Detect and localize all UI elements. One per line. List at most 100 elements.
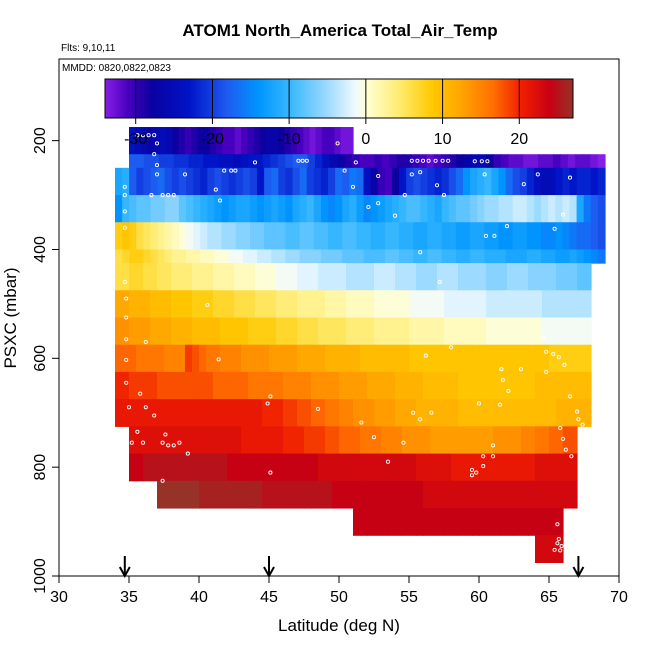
heatmap-cell	[206, 426, 214, 455]
observation-point	[574, 409, 580, 414]
heatmap-cell	[262, 399, 270, 427]
heatmap-cell	[325, 399, 333, 427]
heatmap-cell	[313, 222, 322, 251]
heatmap-cell	[213, 371, 221, 400]
observation-point	[166, 193, 171, 198]
heatmap-cell	[283, 453, 291, 482]
heatmap-cell	[157, 195, 166, 223]
heatmap-cell	[346, 480, 354, 509]
heatmap-cell	[241, 371, 249, 400]
heatmap-cell	[434, 222, 443, 251]
heatmap-cell	[448, 195, 457, 223]
heatmap-cell	[597, 167, 606, 196]
heatmap-cell	[465, 263, 473, 291]
observation-point	[556, 355, 561, 360]
heatmap-cell	[283, 399, 291, 427]
heatmap-cell	[164, 371, 172, 400]
heatmap-cell	[150, 344, 158, 373]
heatmap-cell	[285, 154, 294, 169]
heatmap-cell	[577, 290, 585, 319]
heatmap-cell	[493, 480, 501, 509]
heatmap-cell	[363, 195, 372, 223]
observation-point	[152, 133, 157, 138]
heatmap-cell	[122, 222, 130, 251]
heatmap-cell	[192, 480, 200, 509]
heatmap-cell	[567, 154, 576, 169]
heatmap-cell	[381, 480, 389, 509]
observation-point	[154, 141, 160, 146]
heatmap-cell	[395, 290, 403, 319]
heatmap-cell	[406, 195, 414, 223]
flights-label: Flts: 9,10,11	[61, 43, 116, 54]
heatmap-cell	[234, 263, 242, 291]
heatmap-cell	[590, 167, 599, 196]
heatmap-cell	[322, 154, 331, 169]
heatmap-cell	[391, 167, 400, 196]
heatmap-cell	[430, 290, 438, 319]
heatmap-cell	[220, 344, 228, 373]
observation-point	[552, 226, 557, 231]
heatmap-cell	[255, 154, 264, 169]
heatmap-cell	[416, 453, 424, 482]
heatmap-cell	[500, 317, 508, 346]
heatmap-cell	[214, 249, 223, 264]
heatmap-cell	[367, 399, 375, 427]
heatmap-cell	[430, 426, 438, 455]
heatmap-cell	[367, 263, 375, 291]
heatmap-cell	[228, 167, 237, 196]
heatmap-cell	[514, 426, 522, 455]
heatmap-cell	[122, 263, 130, 291]
heatmap-cell	[402, 371, 410, 400]
heatmap-cell	[129, 222, 137, 251]
heatmap-cell	[193, 249, 201, 264]
observation-point	[124, 315, 129, 320]
heatmap-cell	[186, 195, 194, 223]
heatmap-cell	[542, 426, 550, 455]
heatmap-cell	[384, 222, 393, 251]
heatmap-cell	[500, 290, 508, 319]
heatmap-cell	[346, 399, 354, 427]
heatmap-cell	[507, 290, 515, 319]
heatmap-cell	[269, 317, 277, 346]
heatmap-cell	[150, 290, 158, 319]
heatmap-cell	[434, 167, 443, 196]
heatmap-cell	[185, 426, 193, 455]
heatmap-cell	[325, 344, 333, 373]
heatmap-cell	[320, 222, 329, 251]
heatmap-cell	[328, 127, 335, 155]
heatmap-cell	[374, 399, 382, 427]
heatmap-cell	[374, 290, 382, 319]
heatmap-cell	[115, 263, 123, 291]
heatmap-cell	[484, 167, 492, 196]
heatmap-cell	[320, 249, 329, 264]
heatmap-cell	[178, 453, 186, 482]
heatmap-cell	[500, 154, 509, 169]
heatmap-cell	[420, 195, 429, 223]
observation-point	[143, 405, 148, 410]
heatmap-cell	[200, 249, 208, 264]
heatmap-cell	[563, 290, 571, 319]
heatmap-cell	[500, 426, 508, 455]
dates-label: MMDD: 0820,0822,0823	[62, 63, 171, 74]
heatmap-cell	[409, 399, 417, 427]
observation-point	[497, 402, 503, 407]
heatmap-cell	[269, 263, 277, 291]
observation-point	[569, 454, 574, 459]
heatmap-cell	[311, 399, 319, 427]
heatmap-cell	[304, 263, 312, 291]
heatmap-cell	[306, 249, 315, 264]
heatmap-cell	[136, 290, 144, 319]
heatmap-cell	[451, 344, 459, 373]
heatmap-cell	[278, 167, 287, 196]
observation-point	[152, 152, 157, 157]
heatmap-cell	[164, 195, 173, 223]
heatmap-cell	[570, 344, 578, 373]
observation-point	[544, 369, 549, 374]
heatmap-cell	[541, 222, 549, 251]
heatmap-cell	[304, 317, 312, 346]
heatmap-cell	[458, 263, 466, 291]
heatmap-cell	[507, 507, 515, 536]
heatmap-cell	[297, 263, 305, 291]
heatmap-cell	[563, 426, 571, 455]
heatmap-cell	[535, 535, 543, 563]
